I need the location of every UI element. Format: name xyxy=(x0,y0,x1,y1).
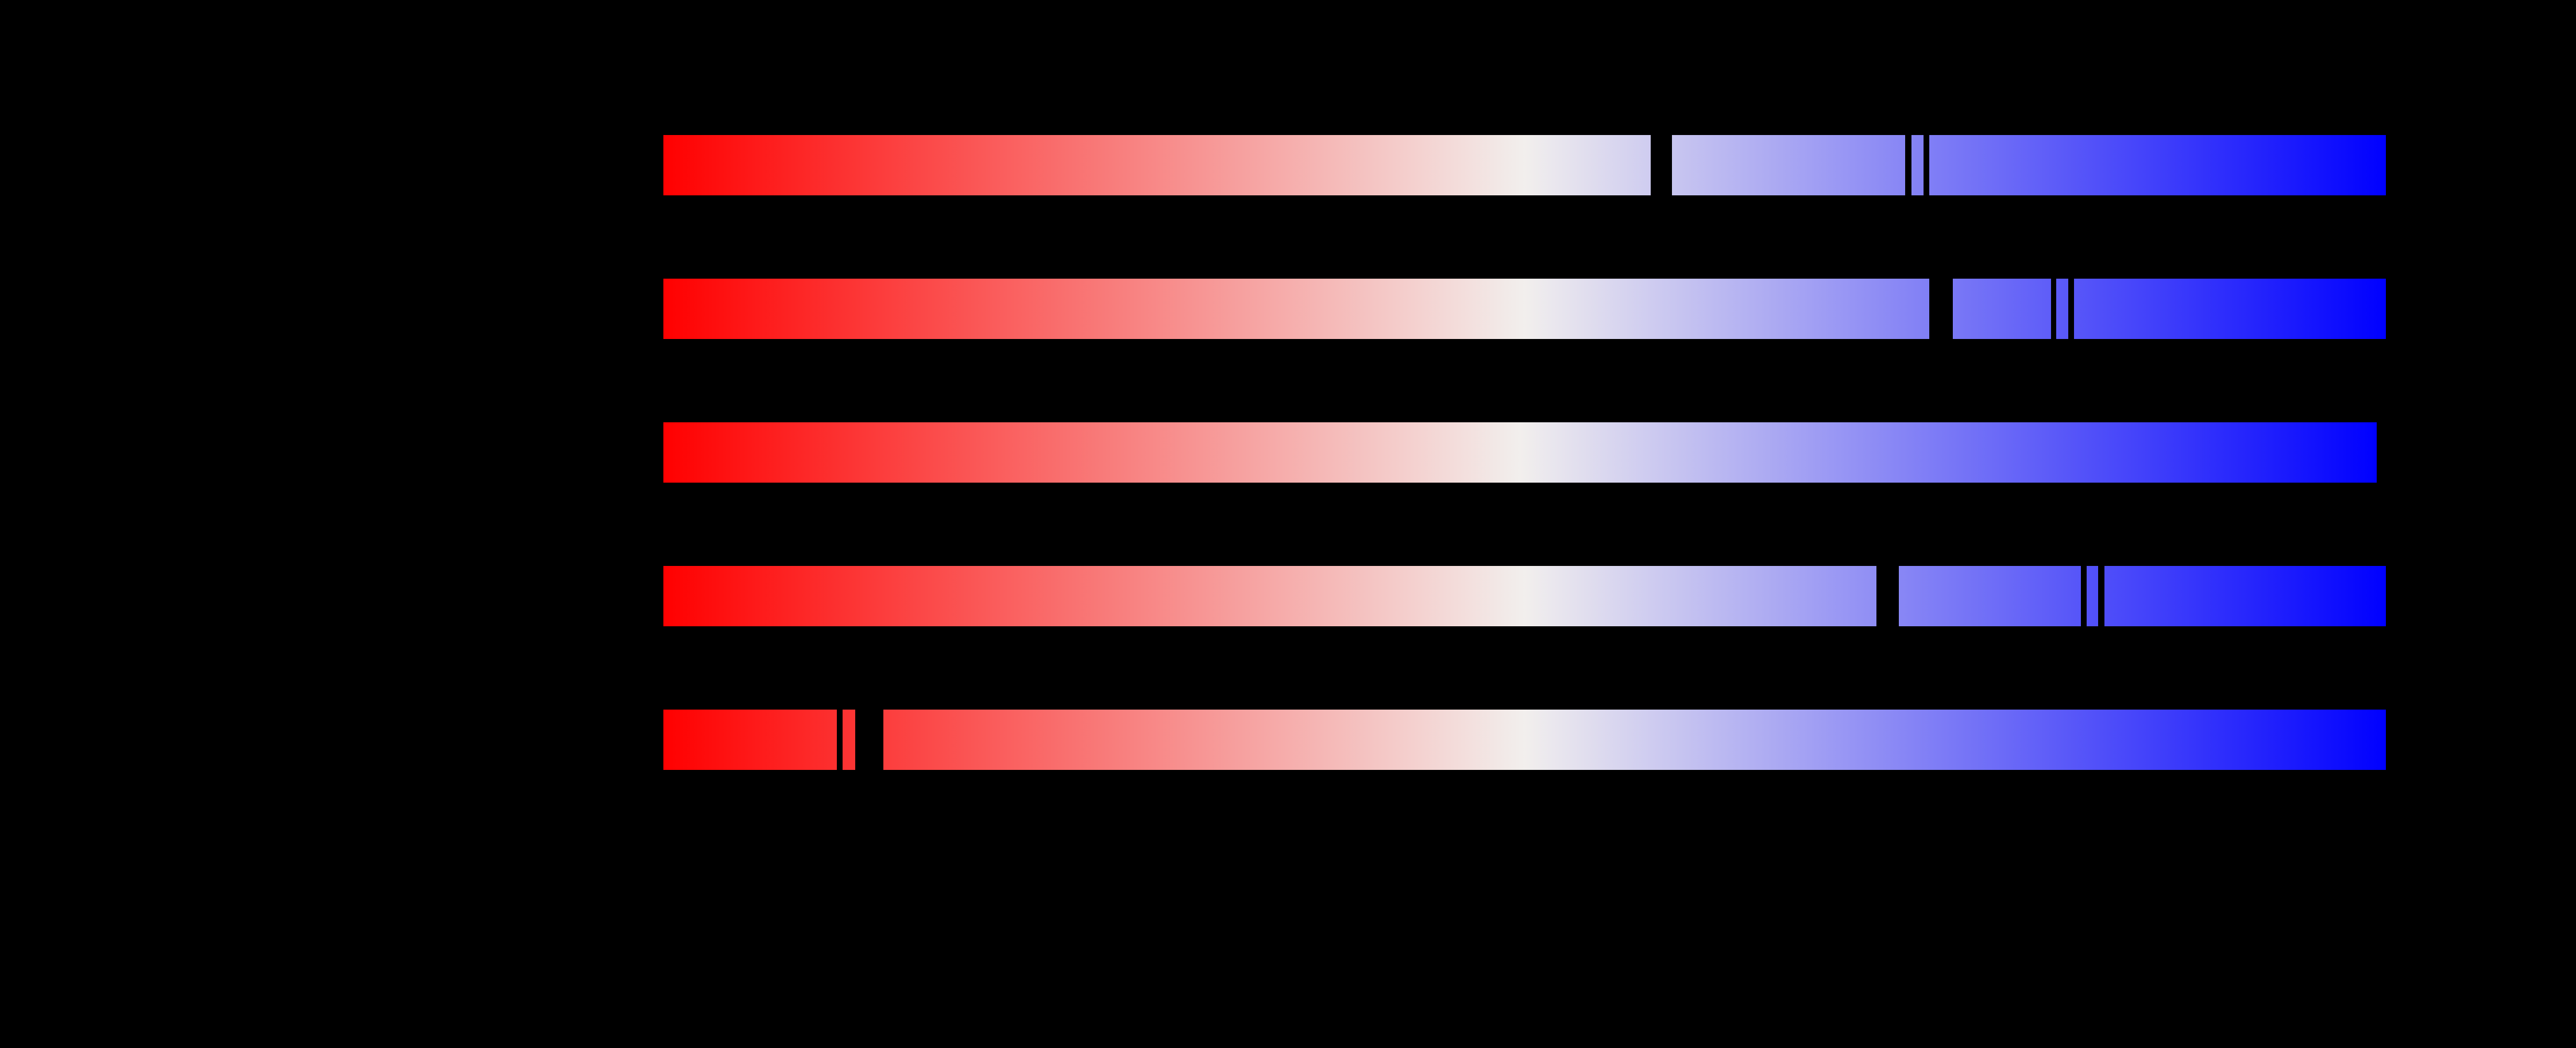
bar-break-thin-marker xyxy=(1905,134,1912,195)
gradient-bar-3 xyxy=(663,422,2377,483)
bar-break-thin-marker xyxy=(2051,279,2056,339)
gradient-bar-5 xyxy=(663,709,2386,770)
gradient-bar-1 xyxy=(663,134,2386,195)
bar-break-thin-marker xyxy=(837,709,843,770)
bar-break-wide-marker xyxy=(855,709,883,770)
bar-break-thin-marker xyxy=(2068,279,2074,339)
bar-break-thin-marker xyxy=(2081,565,2087,626)
bar-break-wide-marker xyxy=(1876,565,1899,626)
bar-break-thin-marker xyxy=(2098,565,2104,626)
bar-break-thin-marker xyxy=(1924,134,1929,195)
gradient-bar-2 xyxy=(663,279,2386,339)
bar-break-wide-marker xyxy=(1651,134,1673,195)
bar-break-wide-marker xyxy=(1929,279,1953,339)
gradient-bar-4 xyxy=(663,565,2386,626)
